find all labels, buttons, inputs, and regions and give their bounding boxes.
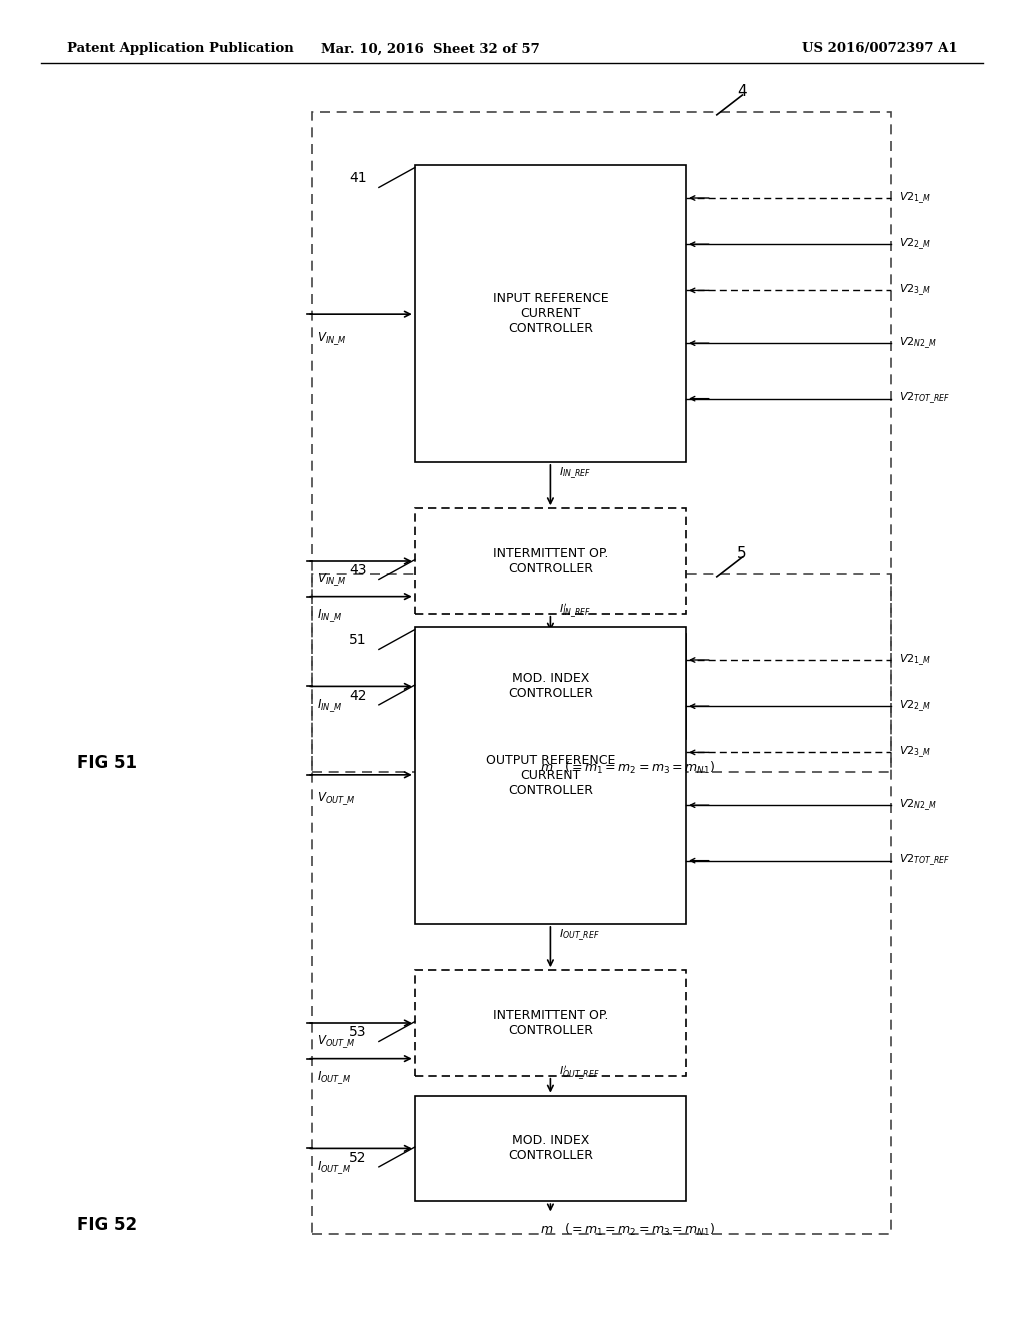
Text: 43: 43 [349,564,367,577]
FancyBboxPatch shape [415,634,686,739]
Text: FIG 51: FIG 51 [77,754,137,772]
FancyBboxPatch shape [415,627,686,924]
Text: $V_{OUT\_M}$: $V_{OUT\_M}$ [317,791,356,808]
Text: $V2_{1\_M}$: $V2_{1\_M}$ [899,190,931,206]
Text: 41: 41 [349,172,367,185]
Text: $V2_{N2\_M}$: $V2_{N2\_M}$ [899,797,937,813]
FancyBboxPatch shape [415,165,686,462]
Text: OUTPUT REFERENCE
CURRENT
CONTROLLER: OUTPUT REFERENCE CURRENT CONTROLLER [485,754,615,797]
Text: $m$   $(=m_1=m_2=m_3=m_{N1})$: $m$ $(=m_1=m_2=m_3=m_{N1})$ [541,760,715,776]
Text: $I_{IN\_REF}$: $I_{IN\_REF}$ [559,466,591,480]
Text: $V2_{2\_M}$: $V2_{2\_M}$ [899,236,931,252]
Text: 42: 42 [349,689,367,702]
Text: $m$   $(=m_1=m_2=m_3=m_{N1})$: $m$ $(=m_1=m_2=m_3=m_{N1})$ [541,1222,715,1238]
Text: $V2_{2\_M}$: $V2_{2\_M}$ [899,698,931,714]
Text: $I_{IN\_M}$: $I_{IN\_M}$ [317,697,342,714]
Text: $V2_{N2\_M}$: $V2_{N2\_M}$ [899,335,937,351]
Text: Mar. 10, 2016  Sheet 32 of 57: Mar. 10, 2016 Sheet 32 of 57 [321,42,540,55]
Text: $I_{OUT\_M}$: $I_{OUT\_M}$ [317,1069,351,1086]
FancyBboxPatch shape [415,508,686,614]
Text: 53: 53 [349,1026,367,1039]
Text: $I_{OUT\_M}$: $I_{OUT\_M}$ [317,1159,351,1176]
Text: FIG 52: FIG 52 [77,1216,137,1234]
Text: $V2_{3\_M}$: $V2_{3\_M}$ [899,282,931,298]
Text: $V2_{1\_M}$: $V2_{1\_M}$ [899,652,931,668]
Text: 4: 4 [737,84,746,99]
Text: MOD. INDEX
CONTROLLER: MOD. INDEX CONTROLLER [508,1134,593,1163]
Text: $V2_{TOT\_REF}$: $V2_{TOT\_REF}$ [899,391,950,407]
Text: $I_{OUT\_REF}$: $I_{OUT\_REF}$ [559,928,599,942]
Text: 52: 52 [349,1151,367,1164]
Text: INPUT REFERENCE
CURRENT
CONTROLLER: INPUT REFERENCE CURRENT CONTROLLER [493,292,608,335]
Text: $V_{OUT\_M}$: $V_{OUT\_M}$ [317,1034,356,1051]
Text: 51: 51 [349,634,367,647]
Text: $V_{IN\_M}$: $V_{IN\_M}$ [317,572,347,589]
Text: $I_{OUT\_REF}'$: $I_{OUT\_REF}'$ [559,1064,599,1082]
Text: US 2016/0072397 A1: US 2016/0072397 A1 [802,42,957,55]
Text: $V2_{TOT\_REF}$: $V2_{TOT\_REF}$ [899,853,950,869]
Text: $V_{IN\_M}$: $V_{IN\_M}$ [317,330,347,347]
FancyBboxPatch shape [415,970,686,1076]
Text: INTERMITTENT OP.
CONTROLLER: INTERMITTENT OP. CONTROLLER [493,546,608,576]
Text: $V2_{3\_M}$: $V2_{3\_M}$ [899,744,931,760]
Text: INTERMITTENT OP.
CONTROLLER: INTERMITTENT OP. CONTROLLER [493,1008,608,1038]
FancyBboxPatch shape [415,1096,686,1201]
Text: 5: 5 [737,546,746,561]
Text: MOD. INDEX
CONTROLLER: MOD. INDEX CONTROLLER [508,672,593,701]
Text: Patent Application Publication: Patent Application Publication [67,42,293,55]
Text: $I_{IN\_REF}'$: $I_{IN\_REF}'$ [559,602,591,619]
Text: $I_{IN\_M}$: $I_{IN\_M}$ [317,607,342,624]
